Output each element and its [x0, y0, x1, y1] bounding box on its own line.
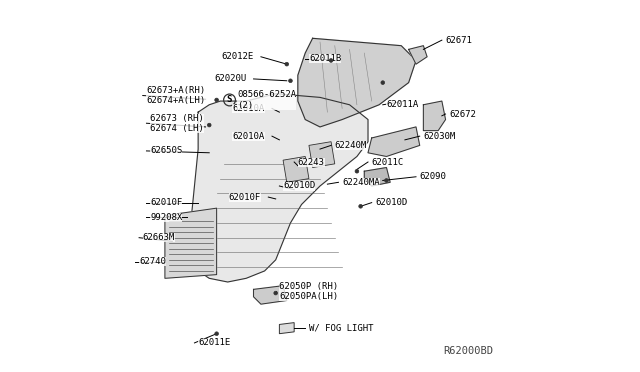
Text: 62010F: 62010F	[228, 193, 261, 202]
Text: 62020U: 62020U	[214, 74, 246, 83]
Text: S: S	[227, 96, 232, 105]
Text: 62050P (RH)
62050PA(LH): 62050P (RH) 62050PA(LH)	[280, 282, 339, 301]
Text: 62672: 62672	[449, 109, 476, 119]
Circle shape	[285, 62, 289, 66]
Text: 62240M: 62240M	[335, 141, 367, 150]
Polygon shape	[364, 167, 390, 186]
Polygon shape	[280, 323, 294, 334]
Circle shape	[215, 98, 218, 102]
Circle shape	[355, 169, 359, 173]
Text: 99208X: 99208X	[150, 213, 182, 222]
Text: 62011C: 62011C	[372, 157, 404, 167]
Text: 62010F: 62010F	[150, 198, 182, 207]
Text: 62240MA: 62240MA	[342, 178, 380, 187]
Polygon shape	[309, 142, 335, 167]
Polygon shape	[298, 38, 416, 127]
Text: 62650S: 62650S	[150, 147, 182, 155]
Circle shape	[215, 332, 218, 336]
Circle shape	[381, 81, 385, 84]
Polygon shape	[165, 208, 216, 278]
Text: 62243: 62243	[298, 157, 324, 167]
Circle shape	[329, 59, 333, 62]
Text: 62740: 62740	[139, 257, 166, 266]
Text: 62010D: 62010D	[376, 198, 408, 207]
Circle shape	[359, 205, 362, 208]
Polygon shape	[253, 286, 287, 304]
Circle shape	[385, 179, 388, 182]
Polygon shape	[424, 101, 445, 131]
Text: 62671: 62671	[445, 36, 472, 45]
Circle shape	[207, 123, 211, 127]
Polygon shape	[408, 46, 427, 64]
Text: 62673 (RH)
62674 (LH): 62673 (RH) 62674 (LH)	[150, 113, 204, 133]
Polygon shape	[368, 127, 420, 157]
Polygon shape	[283, 157, 309, 182]
Text: 62010D: 62010D	[283, 182, 316, 190]
Text: 62012E: 62012E	[221, 52, 253, 61]
Text: 62011A: 62011A	[387, 100, 419, 109]
Text: 62673+A(RH)
62674+A(LH): 62673+A(RH) 62674+A(LH)	[147, 86, 205, 105]
Text: 62010A: 62010A	[232, 104, 264, 113]
Circle shape	[274, 291, 278, 295]
Text: 62663M: 62663M	[143, 233, 175, 242]
Circle shape	[289, 79, 292, 83]
Text: W/ FOG LIGHT: W/ FOG LIGHT	[309, 324, 373, 333]
Text: 62011E: 62011E	[198, 339, 230, 347]
Text: 08566-6252A
(2): 08566-6252A (2)	[237, 90, 296, 110]
Text: 62011B: 62011B	[309, 54, 341, 63]
Text: 62030M: 62030M	[424, 132, 456, 141]
Text: 62010A: 62010A	[232, 132, 264, 141]
Text: 62090: 62090	[420, 172, 447, 181]
Text: R62000BD: R62000BD	[444, 346, 493, 356]
Polygon shape	[191, 94, 368, 282]
